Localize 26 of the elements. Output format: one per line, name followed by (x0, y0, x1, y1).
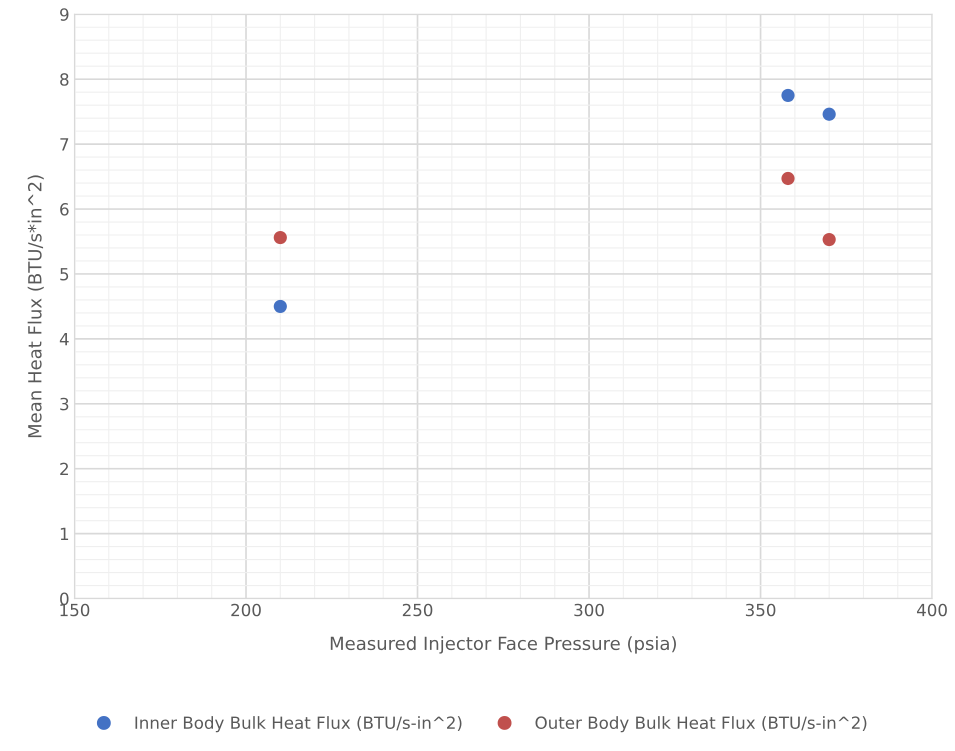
x-tick-label: 400 (916, 604, 947, 616)
y-tick-label: 1 (60, 528, 68, 540)
y-tick-label: 8 (60, 73, 68, 86)
y-tick-label: 0 (60, 592, 69, 606)
point (781, 88, 795, 102)
y-tick-label: 6 (60, 202, 69, 216)
x-tick-label: 350 (746, 604, 776, 616)
x-tick-label: 150 (60, 604, 90, 616)
y-tick-label: 5 (60, 268, 68, 281)
y-tick-label: 4 (60, 333, 69, 346)
point (822, 108, 836, 121)
x-tick-label: 200 (231, 604, 261, 616)
legend-label: Inner Body Bulk Heat Flux (BTU/s-in^2) (135, 716, 462, 732)
point (274, 231, 287, 244)
legend-label: Outer Body Bulk Heat Flux (BTU/s-in^2) (536, 716, 866, 732)
point (781, 172, 795, 186)
x-tick-label: 250 (402, 604, 432, 616)
x-axis-title: Measured Injector Face Pressure (psia) (330, 636, 676, 654)
x-tick-label: 300 (574, 604, 604, 616)
y-tick-label: 9 (60, 8, 68, 21)
point (274, 300, 287, 313)
y-tick-label: 2 (60, 462, 68, 476)
y-tick-label: 7 (60, 138, 68, 150)
y-axis-title: Mean Heat Flux (BTU/s*in^2) (28, 175, 44, 438)
y-tick-label: 3 (60, 398, 68, 410)
point (822, 232, 836, 246)
